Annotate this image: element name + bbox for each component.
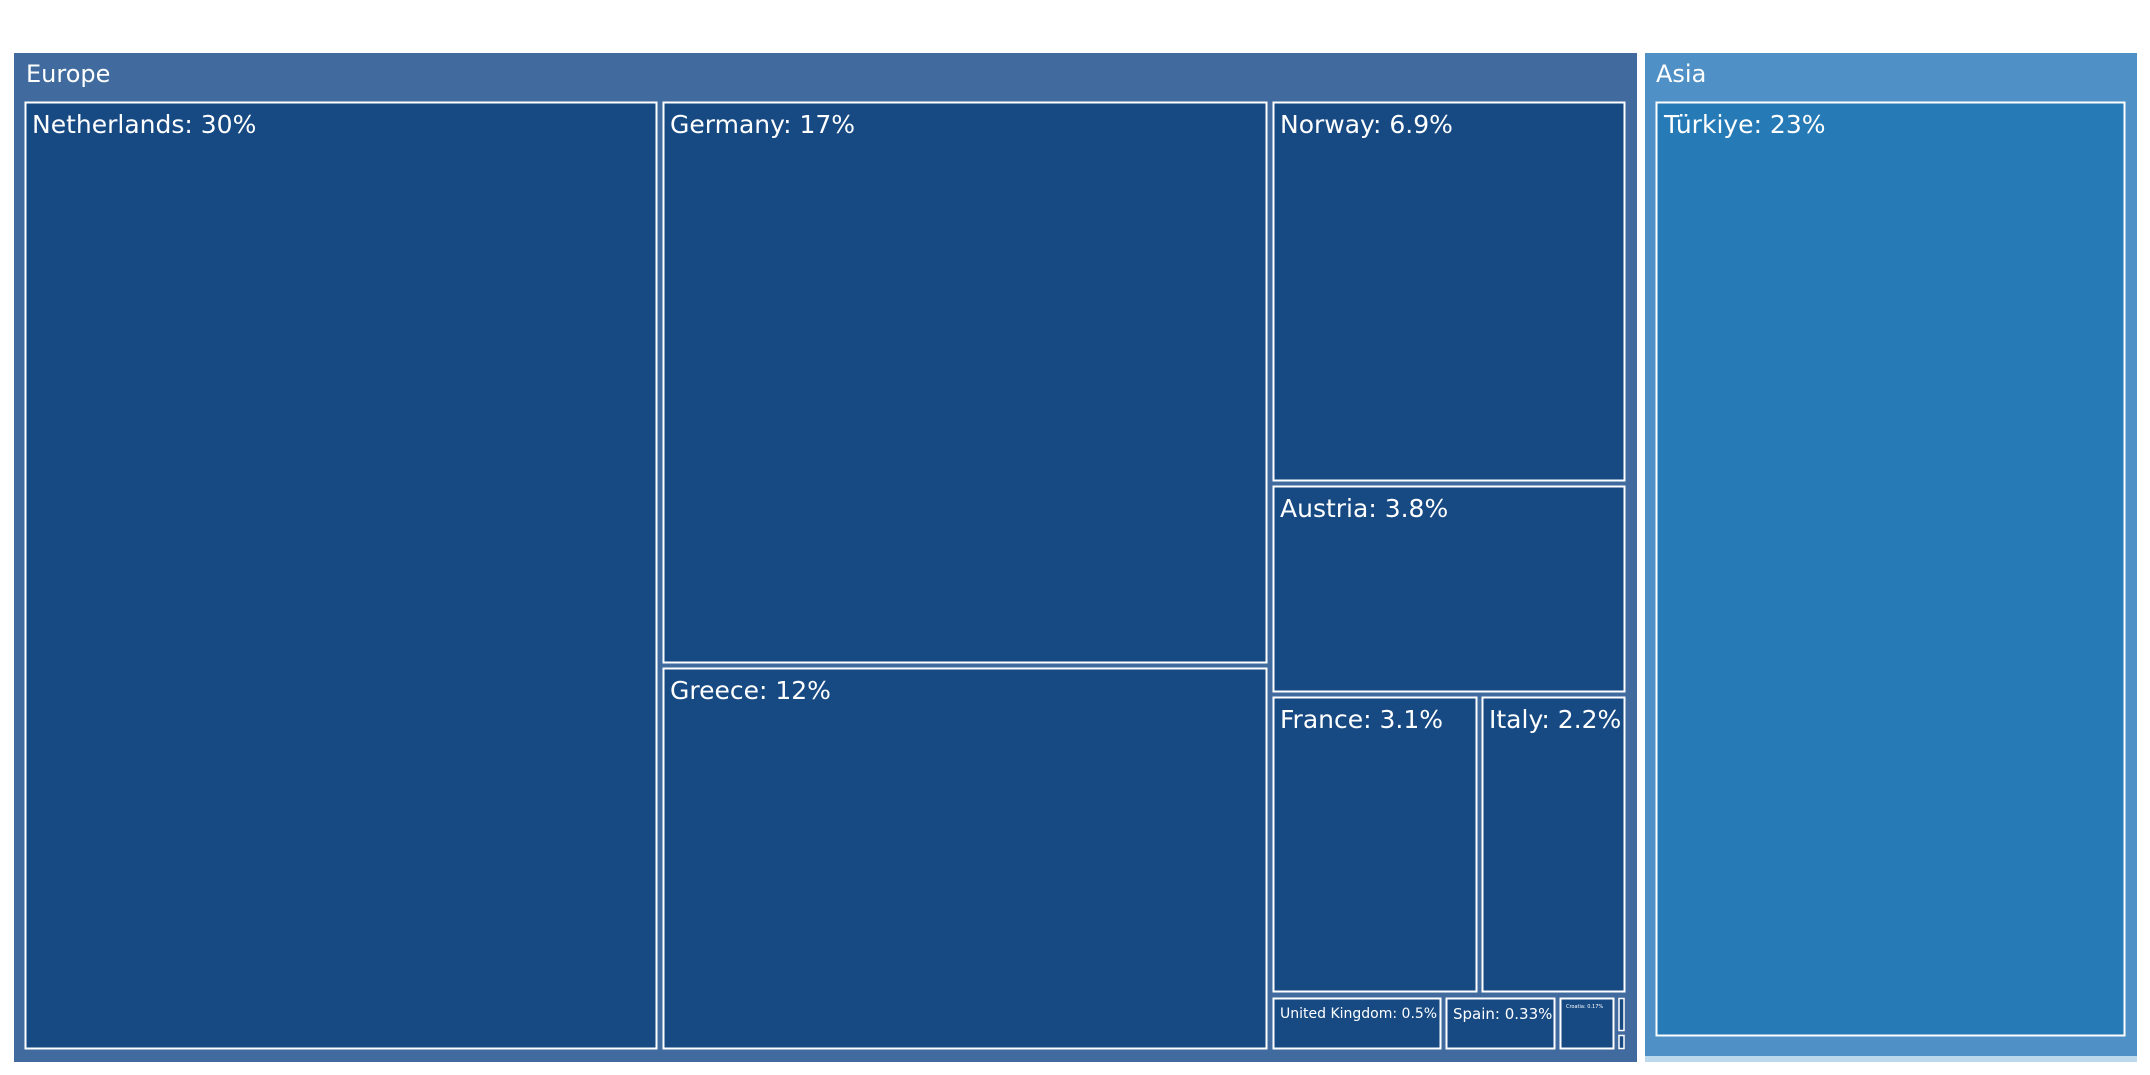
leaf-label-turkiye: Türkiye: 23% <box>1663 110 1826 139</box>
leaf-turkiye: Türkiye: 23% <box>1655 101 2126 1037</box>
region-label-europe: Europe <box>26 60 110 88</box>
leaf-austria: Austria: 3.8% <box>1272 485 1626 693</box>
leaf-norway: Norway: 6.9% <box>1272 101 1626 482</box>
leaf-united-kingdom: United Kingdom: 0.5% <box>1272 997 1442 1050</box>
leaf-label-spain: Spain: 0.33% <box>1453 1005 1552 1023</box>
leaf-germany: Germany: 17% <box>662 101 1268 664</box>
leaf-label-united-kingdom: United Kingdom: 0.5% <box>1280 1006 1437 1022</box>
region-asia-sliver <box>1645 1056 2137 1062</box>
leaf-netherlands: Netherlands: 30% <box>24 101 658 1050</box>
leaf-label-croatia: Croatia: 0.17% <box>1566 1004 1603 1010</box>
leaf-label-greece: Greece: 12% <box>670 676 831 705</box>
leaf-label-netherlands: Netherlands: 30% <box>32 110 256 139</box>
leaf-france: France: 3.1% <box>1272 696 1478 993</box>
leaf-italy: Italy: 2.2% <box>1481 696 1626 993</box>
leaf-sliver-2 <box>1618 1034 1625 1050</box>
leaf-greece: Greece: 12% <box>662 667 1268 1050</box>
leaf-label-germany: Germany: 17% <box>670 110 855 139</box>
leaf-spain: Spain: 0.33% <box>1445 997 1556 1050</box>
region-label-asia: Asia <box>1656 60 1706 88</box>
leaf-croatia: Croatia: 0.17% <box>1559 997 1615 1050</box>
leaf-sliver-1 <box>1618 997 1625 1032</box>
leaf-label-italy: Italy: 2.2% <box>1489 705 1621 734</box>
leaf-label-norway: Norway: 6.9% <box>1280 110 1453 139</box>
leaf-label-france: France: 3.1% <box>1280 705 1443 734</box>
leaf-label-austria: Austria: 3.8% <box>1280 494 1448 523</box>
